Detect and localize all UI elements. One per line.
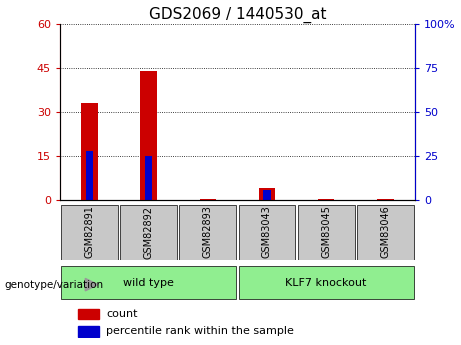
Bar — [61, 266, 236, 299]
Text: GSM82893: GSM82893 — [203, 206, 213, 258]
Bar — [86, 151, 93, 200]
Title: GDS2069 / 1440530_at: GDS2069 / 1440530_at — [148, 7, 326, 23]
Text: genotype/variation: genotype/variation — [5, 280, 104, 289]
Bar — [77, 308, 99, 319]
Bar — [179, 205, 236, 260]
Bar — [357, 205, 414, 260]
Bar — [298, 205, 355, 260]
Bar — [145, 156, 152, 200]
Text: KLF7 knockout: KLF7 knockout — [285, 278, 367, 288]
Text: count: count — [106, 309, 137, 319]
Bar — [259, 188, 275, 200]
Text: GSM82892: GSM82892 — [144, 206, 154, 258]
Text: GSM83045: GSM83045 — [321, 206, 331, 258]
Bar — [239, 205, 296, 260]
Text: wild type: wild type — [123, 278, 174, 288]
Bar — [120, 205, 177, 260]
Bar — [141, 71, 157, 200]
Text: GSM83046: GSM83046 — [380, 206, 390, 258]
Text: GSM82891: GSM82891 — [84, 206, 95, 258]
Bar — [200, 199, 216, 200]
Bar — [377, 199, 394, 200]
Polygon shape — [85, 278, 98, 291]
Bar — [77, 326, 99, 337]
Text: GSM83043: GSM83043 — [262, 206, 272, 258]
Text: percentile rank within the sample: percentile rank within the sample — [106, 326, 294, 336]
Bar — [318, 199, 334, 200]
Bar — [81, 104, 98, 200]
Bar — [263, 189, 271, 200]
Bar — [239, 266, 414, 299]
Bar — [61, 205, 118, 260]
